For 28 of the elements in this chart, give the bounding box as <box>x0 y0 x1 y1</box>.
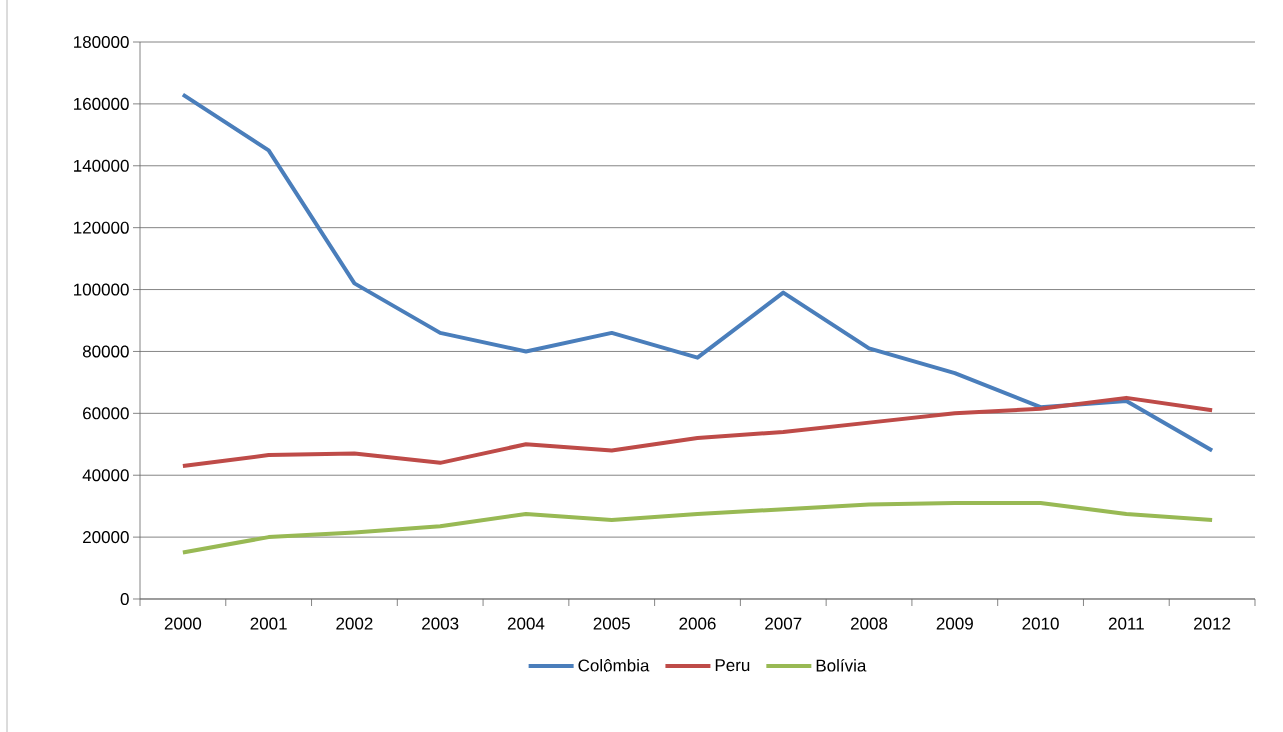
x-tick-label: 2010 <box>1022 617 1059 630</box>
x-tick-label: 2011 <box>1108 617 1144 630</box>
legend-label: Colômbia <box>578 658 650 672</box>
y-tick-label: 40000 <box>82 469 129 482</box>
legend-label: Peru <box>715 659 750 672</box>
y-tick-label: 160000 <box>74 97 129 110</box>
x-tick-label: 2009 <box>936 617 973 630</box>
x-tick-label: 2002 <box>336 617 373 630</box>
x-tick-label: 2007 <box>765 617 802 630</box>
x-tick-label: 2001 <box>250 617 287 630</box>
x-tick-label: 2003 <box>422 617 459 630</box>
x-tick-label: 2006 <box>679 617 716 630</box>
y-tick-label: 100000 <box>74 283 129 296</box>
y-tick-label: 80000 <box>82 345 129 358</box>
legend-label: Bolívia <box>816 658 867 672</box>
y-tick-label: 20000 <box>83 531 129 544</box>
x-tick-label: 2005 <box>593 617 630 630</box>
line-series <box>180 92 1215 453</box>
y-tick-label: 0 <box>120 592 129 606</box>
y-tick-label: 120000 <box>74 221 129 234</box>
x-tick-label: 2000 <box>164 617 202 630</box>
y-tick-label: 180000 <box>74 35 129 49</box>
x-tick-label: 2004 <box>507 617 545 630</box>
line-series <box>180 395 1215 468</box>
y-tick-label: 60000 <box>83 407 129 420</box>
x-tick-label: 2012 <box>1194 617 1231 630</box>
x-tick-label: 2008 <box>850 617 888 630</box>
y-tick-label: 140000 <box>74 159 129 172</box>
